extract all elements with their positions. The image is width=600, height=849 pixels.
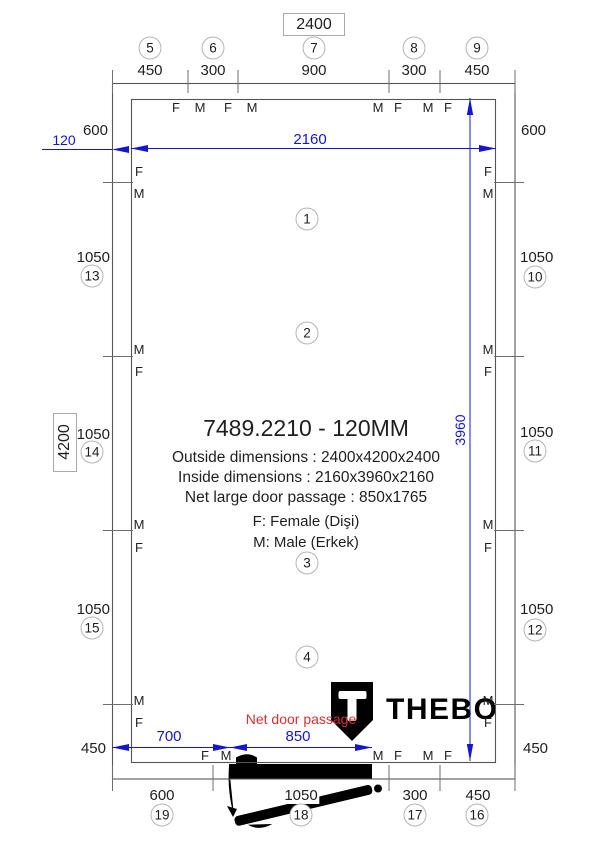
- top-dim-900: 900: [301, 62, 327, 79]
- inner-wall-outline: [130, 98, 497, 764]
- thebo-wordmark: THEBO: [386, 693, 499, 726]
- balloon-13: 13: [80, 264, 104, 288]
- fm-marker: M: [372, 100, 384, 115]
- fm-marker: F: [484, 364, 492, 379]
- outer-wall-outline: [111, 82, 516, 780]
- overall-width-box: 2400: [283, 13, 345, 36]
- section-ticks: [103, 70, 524, 791]
- legend-male: M: Male (Erkek): [253, 534, 359, 551]
- outside-dimensions: Outside dimensions : 2400x4200x2400: [172, 449, 440, 466]
- fm-marker: F: [135, 540, 143, 555]
- balloon-5: 5: [138, 36, 162, 60]
- left-dim-450: 450: [80, 740, 106, 757]
- dim-700: 700: [156, 728, 182, 745]
- left-dim-1050c: 1050: [76, 601, 110, 618]
- thebo-t-stem: [347, 696, 357, 721]
- balloon-18: 18: [289, 803, 313, 827]
- bottom-dim-600: 600: [149, 787, 175, 804]
- balloon-16: 16: [465, 803, 489, 827]
- balloon-11: 11: [523, 439, 547, 463]
- thebo-t-bar: [338, 691, 367, 699]
- dim-3960: 3960: [452, 414, 468, 446]
- fm-marker: M: [133, 342, 145, 357]
- balloon-7: 7: [302, 36, 326, 60]
- top-dim-450b: 450: [464, 62, 490, 79]
- fm-marker: F: [224, 100, 232, 115]
- fm-marker: F: [135, 164, 143, 179]
- top-dim-300b: 300: [401, 62, 427, 79]
- door-closer-top: [232, 754, 261, 764]
- fm-marker: M: [133, 693, 145, 708]
- bottom-dim-300: 300: [402, 787, 428, 804]
- right-dim-1050b: 1050: [520, 424, 554, 441]
- fm-marker: M: [482, 693, 494, 708]
- door-opening: [229, 764, 372, 779]
- door-swing-arrow: [227, 806, 237, 817]
- fm-marker: M: [482, 517, 494, 532]
- balloon-19: 19: [150, 803, 174, 827]
- right-dim-600: 600: [521, 122, 547, 139]
- fm-marker: M: [482, 186, 494, 201]
- balloon-14: 14: [80, 440, 104, 464]
- bottom-dim-450: 450: [465, 787, 491, 804]
- legend-female: F: Female (Dişi): [252, 513, 360, 530]
- door-passage-dimensions: Net large door passage : 850x1765: [184, 489, 428, 506]
- door-handle: [247, 824, 273, 828]
- fm-marker: F: [172, 100, 180, 115]
- fm-marker: M: [422, 748, 434, 763]
- balloon-panel-4: 4: [295, 645, 319, 669]
- net-door-passage-label: Net door passage: [245, 711, 357, 727]
- inside-dimensions: Inside dimensions : 2160x3960x2160: [178, 469, 434, 486]
- fm-marker: F: [484, 540, 492, 555]
- fm-marker: F: [135, 715, 143, 730]
- fm-marker: F: [484, 715, 492, 730]
- fm-marker: F: [394, 100, 402, 115]
- balloon-8: 8: [402, 36, 426, 60]
- fm-marker: M: [422, 100, 434, 115]
- right-dim-1050a: 1050: [520, 249, 554, 266]
- fm-marker: M: [372, 748, 384, 763]
- left-dim-1050a: 1050: [76, 249, 110, 266]
- overall-height-value: 4200: [56, 424, 73, 460]
- fm-marker: F: [201, 748, 209, 763]
- door-hinge-pin: [377, 787, 379, 790]
- dim-2160: 2160: [293, 131, 327, 148]
- dimension-lines: [42, 98, 496, 761]
- fm-marker: F: [135, 364, 143, 379]
- balloon-17: 17: [403, 803, 427, 827]
- balloon-6: 6: [201, 36, 225, 60]
- fm-marker: M: [194, 100, 206, 115]
- balloon-panel-2: 2: [295, 321, 319, 345]
- balloon-panel-1: 1: [295, 207, 319, 231]
- left-dim-600: 600: [82, 122, 108, 139]
- fm-marker: F: [444, 100, 452, 115]
- right-dim-1050c: 1050: [520, 601, 554, 618]
- dim-850: 850: [285, 728, 311, 745]
- balloon-10: 10: [523, 265, 547, 289]
- product-code: 7489.2210 - 120MM: [203, 415, 409, 441]
- balloon-panel-3: 3: [295, 551, 319, 575]
- thebo-watermark: THEBO: [331, 682, 499, 741]
- fm-marker: M: [482, 342, 494, 357]
- fm-marker: M: [133, 517, 145, 532]
- right-dim-450: 450: [523, 740, 549, 757]
- fm-marker: F: [444, 748, 452, 763]
- fm-marker: M: [133, 186, 145, 201]
- fm-marker: M: [220, 748, 232, 763]
- balloon-15: 15: [80, 616, 104, 640]
- top-dim-450: 450: [137, 62, 163, 79]
- fm-marker: M: [246, 100, 258, 115]
- dim-120: 120: [52, 132, 76, 148]
- fm-marker: F: [484, 164, 492, 179]
- bottom-dim-1050: 1050: [282, 787, 320, 804]
- top-dim-300: 300: [200, 62, 226, 79]
- left-dim-1050b: 1050: [76, 426, 110, 443]
- balloon-9: 9: [465, 36, 489, 60]
- overall-height-box: 4200: [53, 413, 77, 472]
- balloon-12: 12: [523, 618, 547, 642]
- fm-marker: F: [394, 748, 402, 763]
